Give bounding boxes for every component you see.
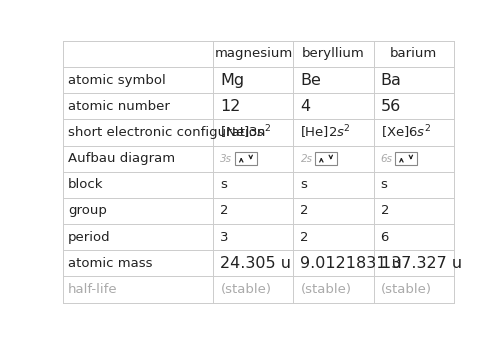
Text: 2: 2 <box>381 204 389 218</box>
Text: Mg: Mg <box>220 72 244 88</box>
Text: $\mathrm{[Ne]3}s^{2}$: $\mathrm{[Ne]3}s^{2}$ <box>220 124 272 141</box>
Text: (stable): (stable) <box>300 283 351 296</box>
Text: s: s <box>381 178 388 191</box>
Text: 2s: 2s <box>300 154 312 164</box>
Text: group: group <box>68 204 107 218</box>
Text: 2: 2 <box>300 204 309 218</box>
Text: short electronic configuration: short electronic configuration <box>68 126 266 139</box>
Text: 9.0121831 u: 9.0121831 u <box>300 256 402 271</box>
Text: Ba: Ba <box>381 72 401 88</box>
Bar <box>235 152 257 166</box>
Text: 2: 2 <box>220 204 229 218</box>
Text: 12: 12 <box>220 99 241 114</box>
Text: 2: 2 <box>300 231 309 244</box>
Text: half-life: half-life <box>68 283 118 296</box>
Text: period: period <box>68 231 111 244</box>
Text: 137.327 u: 137.327 u <box>381 256 462 271</box>
Text: 3s: 3s <box>220 154 232 164</box>
Text: 3: 3 <box>220 231 229 244</box>
Text: beryllium: beryllium <box>302 47 365 61</box>
Text: 6s: 6s <box>381 154 393 164</box>
Text: 24.305 u: 24.305 u <box>220 256 291 271</box>
Text: block: block <box>68 178 104 191</box>
Text: $\mathrm{[Xe]6}s^{2}$: $\mathrm{[Xe]6}s^{2}$ <box>381 124 431 141</box>
Text: 6: 6 <box>381 231 389 244</box>
Bar <box>316 152 337 166</box>
Text: (stable): (stable) <box>381 283 431 296</box>
Text: Be: Be <box>300 72 322 88</box>
Bar <box>396 152 417 166</box>
Text: $\mathrm{[He]2}s^{2}$: $\mathrm{[He]2}s^{2}$ <box>300 124 351 141</box>
Text: (stable): (stable) <box>220 283 272 296</box>
Text: 56: 56 <box>381 99 401 114</box>
Text: atomic number: atomic number <box>68 100 170 113</box>
Text: barium: barium <box>390 47 437 61</box>
Text: Aufbau diagram: Aufbau diagram <box>68 152 175 165</box>
Text: atomic symbol: atomic symbol <box>68 73 166 87</box>
Text: 4: 4 <box>300 99 310 114</box>
Text: atomic mass: atomic mass <box>68 257 153 270</box>
Text: s: s <box>300 178 307 191</box>
Text: s: s <box>220 178 227 191</box>
Text: magnesium: magnesium <box>214 47 292 61</box>
